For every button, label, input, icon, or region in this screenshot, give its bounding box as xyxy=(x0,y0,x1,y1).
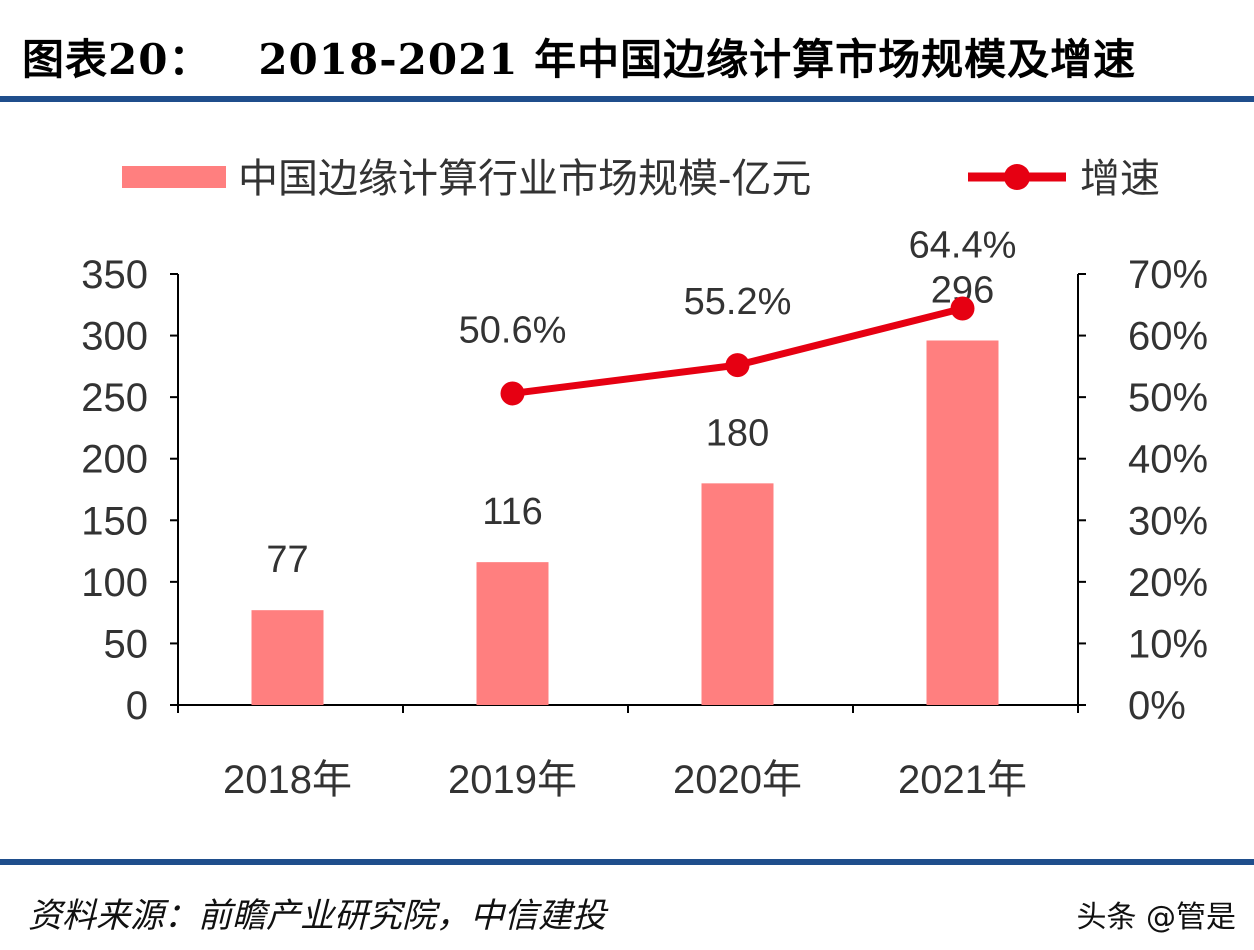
bar-2019年 xyxy=(476,562,549,705)
legend-bar-label: 中国边缘计算行业市场规模-亿元 xyxy=(238,157,811,201)
left-tick-label: 0 xyxy=(126,684,148,728)
chart-title: 图表20： 2018-2021 年中国边缘计算市场规模及增速 xyxy=(22,35,1137,84)
x-tick-label: 2020年 xyxy=(673,758,802,802)
left-tick-label: 150 xyxy=(81,499,148,543)
right-tick-label: 30% xyxy=(1128,499,1208,543)
top-rule xyxy=(0,96,1254,102)
bar-data-label: 116 xyxy=(482,491,543,533)
bottom-rule xyxy=(0,859,1254,865)
source-note: 资料来源：前瞻产业研究院，中信建投 xyxy=(28,896,606,936)
growth-data-label: 50.6% xyxy=(459,309,567,351)
growth-point-2020年 xyxy=(725,353,750,378)
right-tick-label: 10% xyxy=(1128,622,1208,666)
legend-line-marker xyxy=(1004,164,1030,190)
left-tick-label: 250 xyxy=(81,376,148,420)
right-tick-label: 70% xyxy=(1128,253,1208,297)
left-tick-label: 50 xyxy=(104,622,149,666)
bar-data-label: 77 xyxy=(266,539,308,581)
bar-2018年 xyxy=(251,610,324,705)
x-tick-label: 2021年 xyxy=(898,758,1027,802)
growth-data-label: 55.2% xyxy=(684,281,792,323)
left-tick-label: 200 xyxy=(81,438,148,482)
right-tick-label: 40% xyxy=(1128,438,1208,482)
bar-2020年 xyxy=(701,483,774,705)
left-tick-label: 300 xyxy=(81,315,148,359)
right-tick-label: 20% xyxy=(1128,561,1208,605)
right-tick-label: 50% xyxy=(1128,376,1208,420)
growth-data-label: 64.4% xyxy=(909,224,1017,266)
right-tick-label: 0% xyxy=(1128,684,1186,728)
bar-data-label: 180 xyxy=(706,412,769,454)
x-tick-label: 2019年 xyxy=(448,758,577,802)
growth-point-2021年 xyxy=(950,296,975,321)
bar-2021年 xyxy=(926,340,999,705)
growth-point-2019年 xyxy=(500,381,525,406)
left-tick-label: 100 xyxy=(81,561,148,605)
left-tick-label: 350 xyxy=(81,253,148,297)
x-tick-label: 2018年 xyxy=(223,758,352,802)
watermark: 头条 @管是 xyxy=(1076,900,1236,935)
legend-bar-swatch xyxy=(122,166,226,188)
right-tick-label: 60% xyxy=(1128,315,1208,359)
legend-line-label: 增速 xyxy=(1080,157,1160,201)
